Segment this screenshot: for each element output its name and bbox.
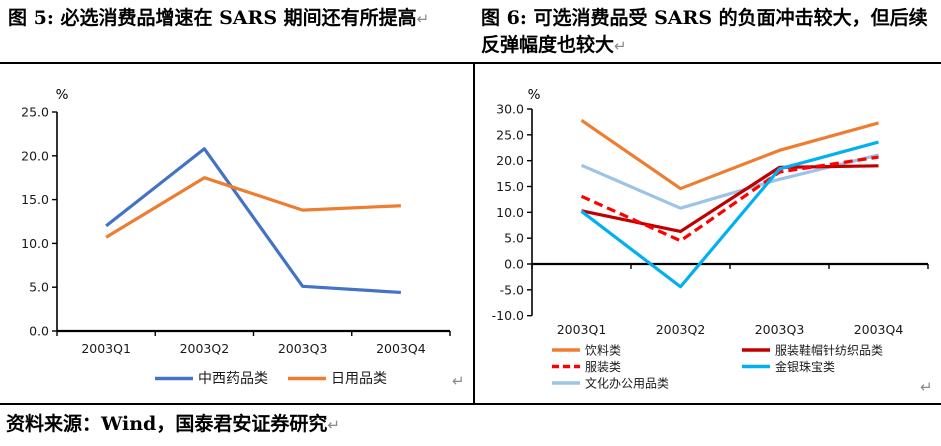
legend-label-饮料类: 饮料类 (585, 344, 621, 358)
x-tick-label: 2003Q2 (180, 341, 230, 356)
source-return-mark: ↵ (327, 416, 340, 434)
figure5-title-text: 图 5: 必选消费品增速在 SARS 期间还有所提高 (8, 7, 417, 29)
y-tick-label: 15.0 (496, 179, 524, 194)
y-tick-label: 5.0 (29, 280, 49, 295)
legend-label-中西药品类: 中西药品类 (198, 371, 268, 387)
y-tick-label: 5.0 (504, 231, 524, 246)
y-tick-label: -5.0 (500, 282, 524, 297)
y-tick-label: 25.0 (496, 127, 524, 142)
y-tick-label: 20.0 (21, 148, 49, 163)
table-border-bottom (0, 403, 941, 405)
figure6-title: 图 6: 可选消费品受 SARS 的负面冲击较大，但后续反弹幅度也较大↵ (481, 5, 939, 60)
y-tick-label: 30.0 (496, 101, 524, 116)
figure5-line-chart: % 0.0 5.0 10.0 15.0 20.0 25.0 2003Q1 2003Q2 2003Q… (21, 87, 451, 387)
source-note-text: 资料来源：Wind，国泰君安证券研究 (6, 413, 328, 435)
y-tick-label: 25.0 (21, 105, 49, 120)
y-tick-label: 10.0 (496, 205, 524, 220)
legend-label-日用品类: 日用品类 (331, 371, 387, 387)
x-tick-label: 2003Q4 (376, 341, 426, 356)
table-border-divider (473, 62, 475, 405)
figure6-cell-return-mark: ↵ (920, 378, 933, 396)
x-tick-label: 2003Q1 (557, 322, 607, 337)
series-line-日用品类 (105, 176, 401, 239)
y-axis-unit-label: % (528, 87, 541, 103)
legend-label-服装鞋帽针纺织品类: 服装鞋帽针纺织品类 (775, 343, 883, 358)
figure6-return-mark: ↵ (614, 37, 627, 55)
series-line-服装类 (580, 155, 879, 243)
series-line-饮料类 (580, 119, 879, 191)
y-tick-label: 15.0 (21, 192, 49, 207)
table-border-top (0, 62, 941, 64)
figure6-line-chart: % -10.0 -5.0 0.0 5.0 10.0 15.0 20.0 25.0 30.0 2003… (492, 87, 929, 391)
figure5-cell-return-mark: ↵ (452, 372, 465, 390)
y-tick-label: 20.0 (496, 153, 524, 168)
y-tick-label: 10.0 (21, 236, 49, 251)
figure6-title-text: 图 6: 可选消费品受 SARS 的负面冲击较大，但后续反弹幅度也较大 (481, 7, 928, 56)
x-tick-label: 2003Q3 (755, 322, 805, 337)
series-line-金银珠宝类 (580, 140, 879, 289)
x-tick-label: 2003Q2 (656, 322, 706, 337)
figure5-return-mark: ↵ (416, 10, 430, 28)
y-axis-unit-label: % (56, 87, 69, 103)
series-line-服装鞋帽针纺织品类 (581, 164, 879, 234)
x-tick-label: 2003Q3 (278, 341, 328, 356)
legend-label-金银珠宝类: 金银珠宝类 (775, 359, 835, 374)
series-line-中西药品类 (105, 147, 401, 295)
figure5-title: 图 5: 必选消费品增速在 SARS 期间还有所提高↵ (8, 5, 470, 33)
source-note: 资料来源：Wind，国泰君安证券研究↵ (6, 409, 340, 436)
x-tick-label: 2003Q4 (854, 322, 904, 337)
y-tick-label: -10.0 (492, 308, 524, 323)
y-tick-label: 0.0 (504, 257, 524, 272)
x-tick-label: 2003Q1 (81, 341, 131, 356)
legend-label-文化办公用品类: 文化办公用品类 (585, 376, 669, 391)
y-tick-label: 0.0 (29, 324, 49, 339)
legend-label-服装类: 服装类 (585, 360, 621, 374)
